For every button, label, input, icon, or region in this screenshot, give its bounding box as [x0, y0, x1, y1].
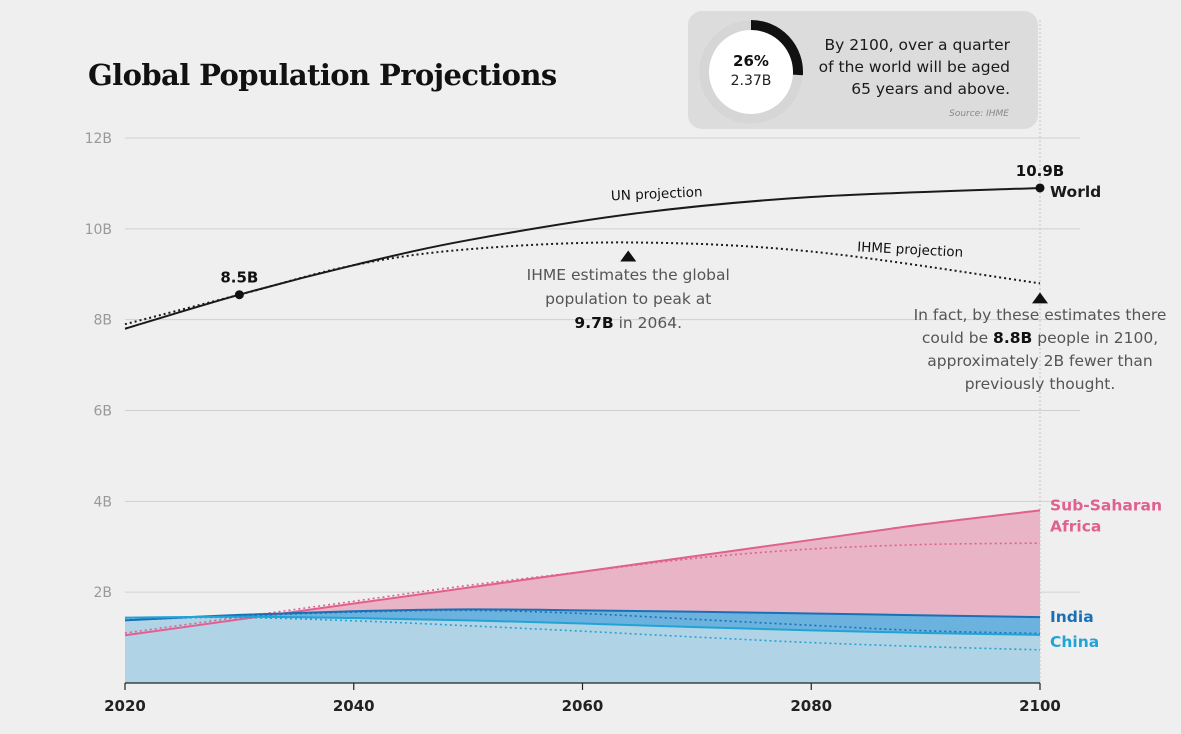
label-india: India [1050, 608, 1094, 626]
ihme-projection-label: IHME projection [857, 239, 964, 261]
y-tick-label: 12B [85, 131, 112, 147]
callout-text: By 2100, over a quarter of the world wil… [800, 34, 1010, 100]
label-subsaharan-africa: Sub-Saharan Africa [1050, 496, 1162, 535]
annotation-span: In fact, by these estimates there [914, 306, 1167, 324]
x-tick-label: 2020 [104, 697, 146, 715]
page-title: Global Population Projections [88, 58, 557, 92]
annotation-span: in 2064. [614, 314, 682, 332]
point-2100 [1035, 183, 1045, 193]
end-annotation: In fact, by these estimates there could b… [914, 306, 1167, 393]
line-china [124, 615, 1041, 636]
callout-line: of the world will be aged [818, 58, 1010, 76]
series-label-line: Africa [1050, 517, 1101, 535]
line-india [124, 608, 1041, 622]
callout-line: 65 years and above. [851, 80, 1010, 98]
line-china-ihme [124, 616, 1041, 651]
annotation-span: could be [922, 329, 993, 347]
y-tick-label: 6B [93, 404, 112, 420]
annotation-span: approximately 2B fewer than [927, 352, 1152, 370]
peak-annotation: IHME estimates the global population to p… [527, 266, 730, 332]
label-world: World [1050, 183, 1101, 201]
series-label-line: India [1050, 608, 1094, 626]
annotation-span: 8.8B [993, 329, 1032, 347]
point-2030-label: 8.5B [220, 269, 258, 287]
point-2100-label: 10.9B [1016, 162, 1064, 180]
annotation-span: 9.7B [574, 314, 613, 332]
line-india-ihme [124, 609, 1041, 635]
area-china [125, 616, 1040, 683]
annotation-span: population to peak at [545, 290, 711, 308]
x-tick-label: 2040 [333, 697, 375, 715]
point-2030 [234, 290, 244, 300]
line-world-ihme [124, 241, 1041, 326]
line-world-un [124, 186, 1041, 330]
series-label-line: World [1050, 183, 1101, 201]
x-tick-label: 2100 [1019, 697, 1061, 715]
annotation-span: IHME estimates the global [527, 266, 730, 284]
end-marker [1032, 292, 1048, 304]
un-projection-label: UN projection [611, 184, 703, 204]
series-label-line: Sub-Saharan [1050, 496, 1162, 514]
y-tick-label: 4B [93, 494, 112, 510]
annotation-span: people in 2100, [1032, 329, 1158, 347]
line-subsaharan-ihme [124, 542, 1041, 634]
callout-line: By 2100, over a quarter [824, 36, 1010, 54]
peak-marker [620, 250, 637, 262]
y-tick-label: 8B [93, 313, 112, 329]
label-china: China [1050, 633, 1099, 651]
x-tick-label: 2080 [790, 697, 832, 715]
series-label-line: China [1050, 633, 1099, 651]
x-tick-label: 2060 [562, 697, 604, 715]
donut-value: 2.37B [730, 73, 772, 89]
y-tick-label: 10B [85, 222, 112, 238]
y-tick-label: 2B [93, 585, 112, 601]
annotation-span: previously thought. [965, 375, 1116, 393]
donut-percent: 26% [733, 52, 769, 70]
callout-source: Source: IHME [949, 109, 1009, 119]
